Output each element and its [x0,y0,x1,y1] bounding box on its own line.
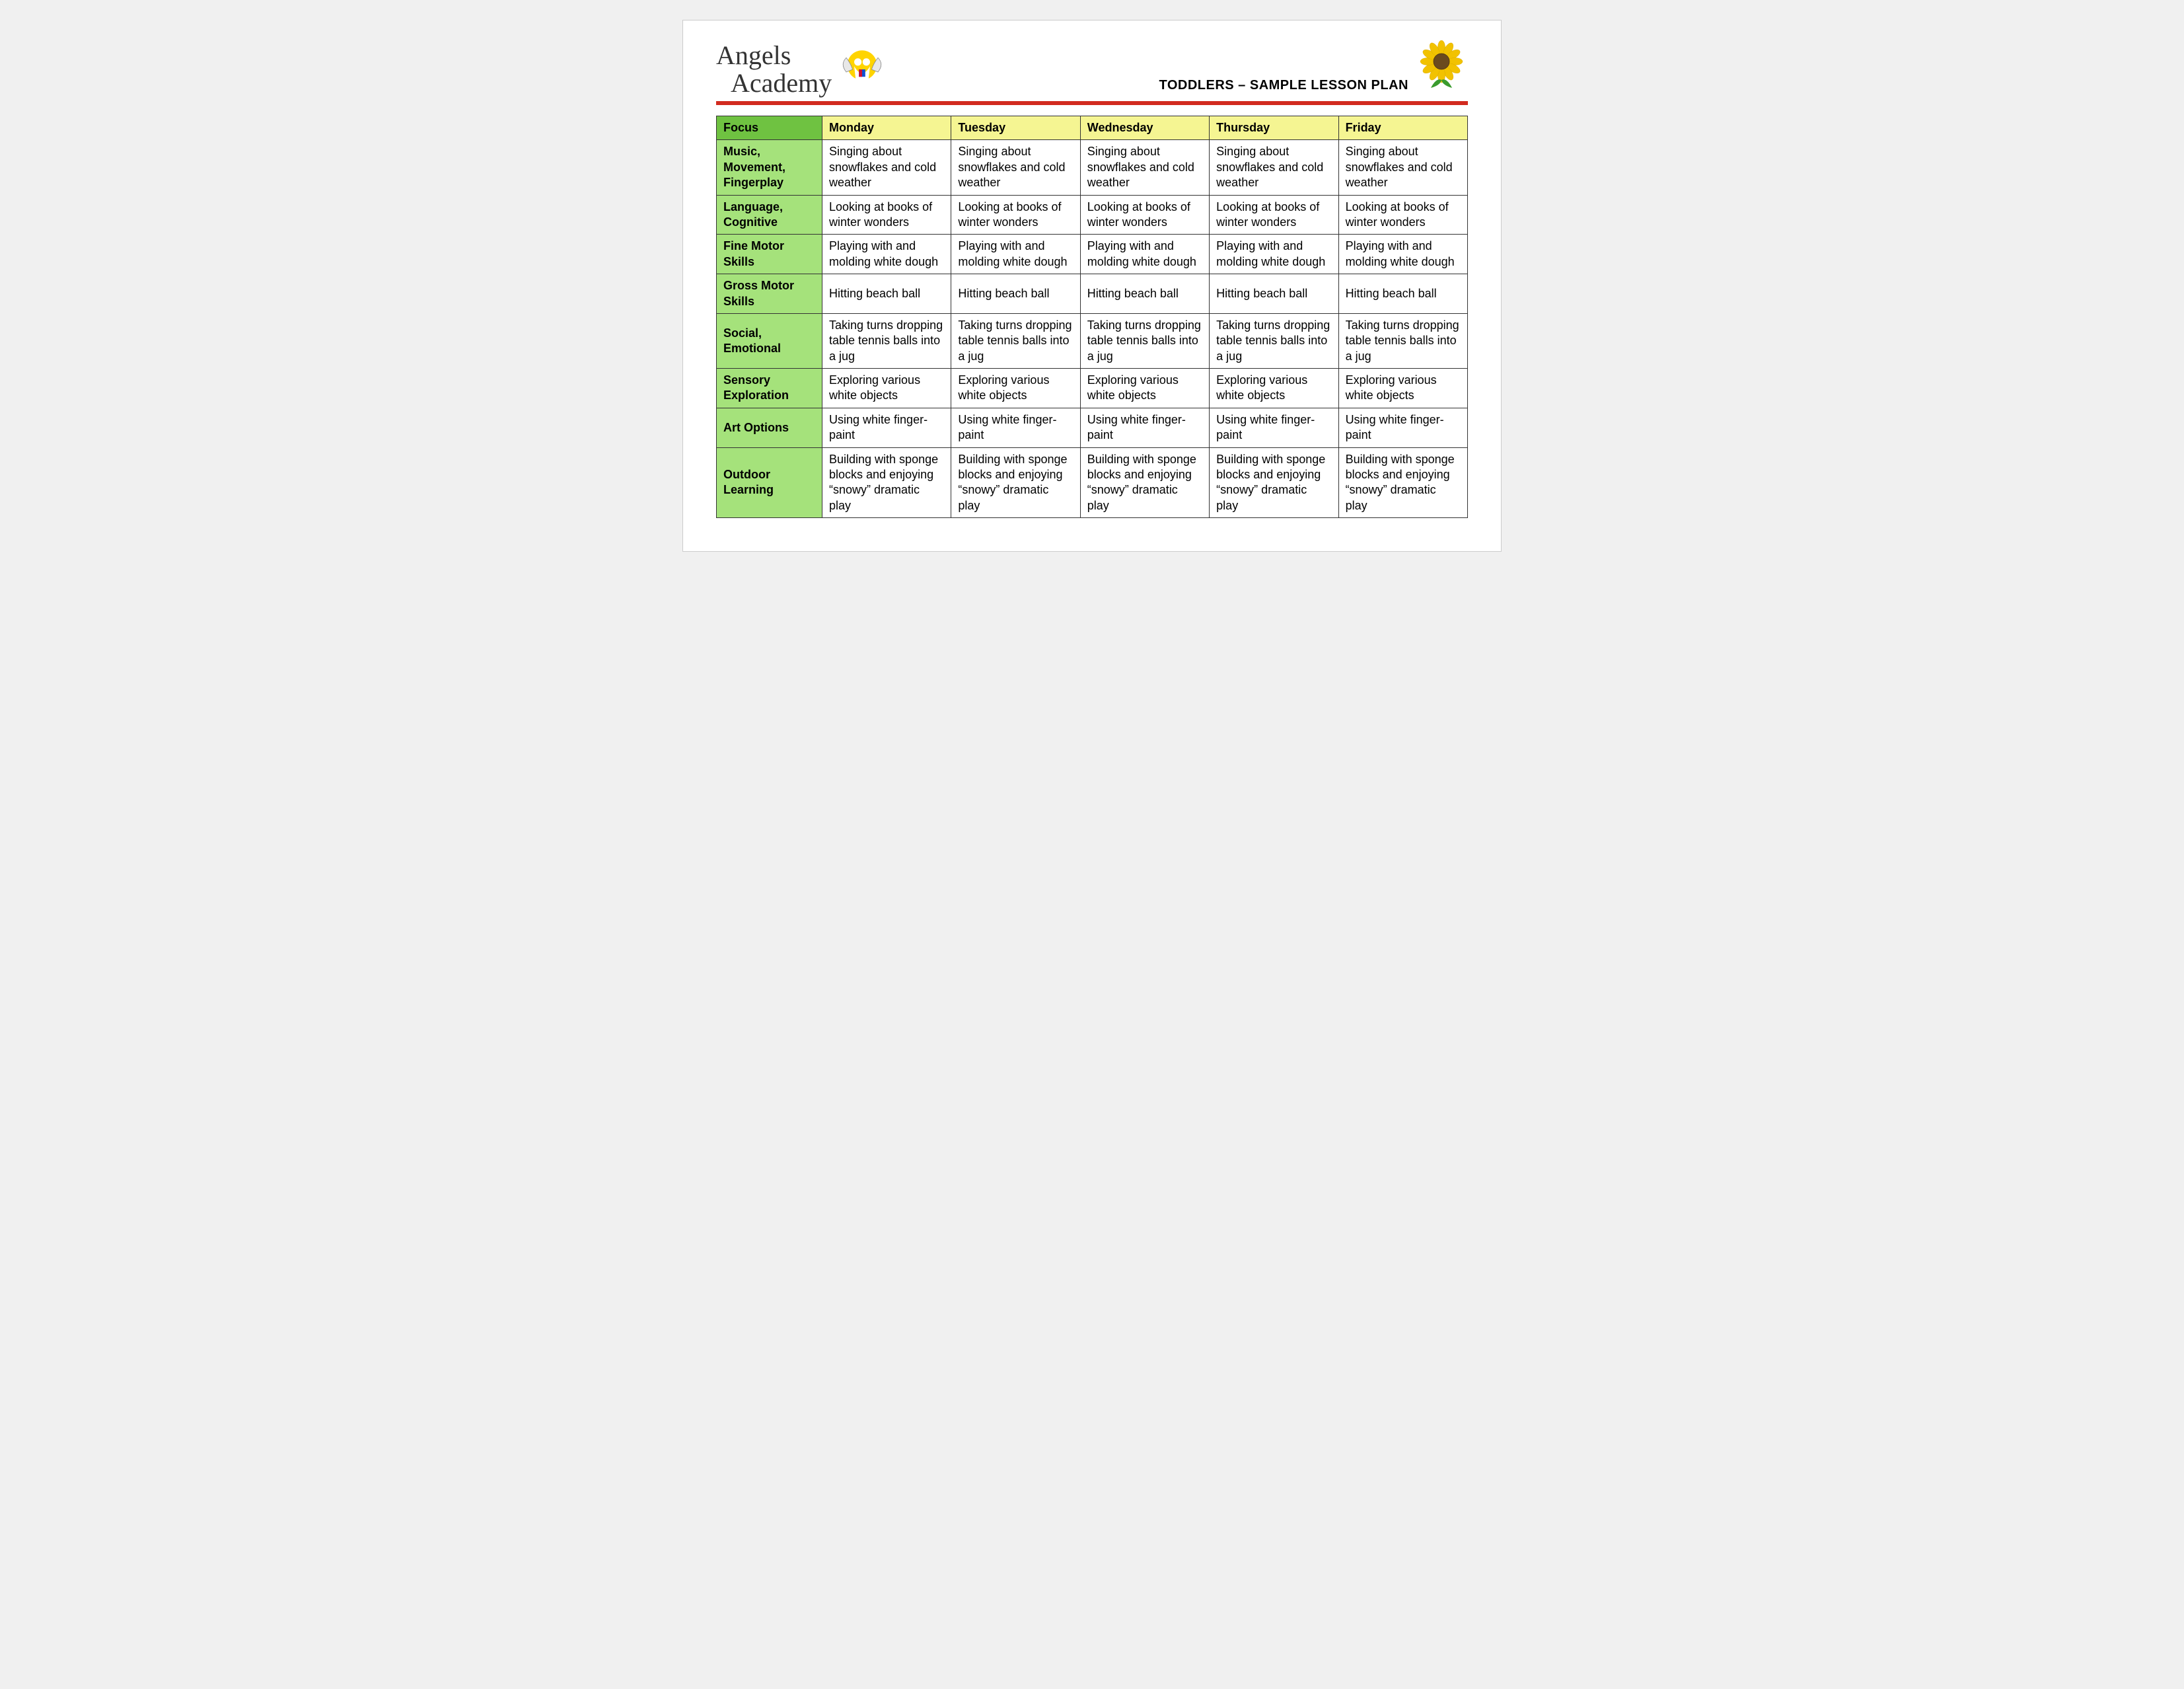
plan-cell: Building with sponge blocks and enjoying… [1080,447,1209,518]
plan-cell: Taking turns dropping table tennis balls… [1210,313,1338,368]
plan-cell: Playing with and molding white dough [951,235,1080,274]
plan-cell: Exploring various white objects [951,369,1080,408]
title-block: TODDLERS – SAMPLE LESSON PLAN [1159,40,1468,97]
plan-cell: Looking at books of winter wonders [1080,195,1209,235]
plan-cell: Using white finger-paint [1080,408,1209,447]
plan-cell: Exploring various white objects [822,369,951,408]
plan-cell: Singing about snowflakes and cold weathe… [1080,140,1209,195]
table-row: Art Options Using white finger-paint Usi… [717,408,1468,447]
plan-cell: Hitting beach ball [951,274,1080,314]
plan-cell: Building with sponge blocks and enjoying… [822,447,951,518]
plan-cell: Taking turns dropping table tennis balls… [1080,313,1209,368]
plan-cell: Singing about snowflakes and cold weathe… [951,140,1080,195]
focus-header: Focus [717,116,822,140]
plan-cell: Taking turns dropping table tennis balls… [1338,313,1467,368]
plan-cell: Looking at books of winter wonders [822,195,951,235]
table-row: Fine Motor Skills Playing with and moldi… [717,235,1468,274]
plan-cell: Singing about snowflakes and cold weathe… [822,140,951,195]
focus-cell: Art Options [717,408,822,447]
day-header-mon: Monday [822,116,951,140]
plan-cell: Using white finger-paint [1210,408,1338,447]
plan-cell: Building with sponge blocks and enjoying… [1338,447,1467,518]
plan-cell: Playing with and molding white dough [1080,235,1209,274]
plan-cell: Building with sponge blocks and enjoying… [1210,447,1338,518]
logo-block: Angels Academy [716,42,889,97]
focus-cell: Sensory Exploration [717,369,822,408]
focus-cell: Language, Cognitive [717,195,822,235]
plan-cell: Playing with and molding white dough [1338,235,1467,274]
plan-cell: Hitting beach ball [1080,274,1209,314]
page-title: TODDLERS – SAMPLE LESSON PLAN [1159,78,1408,93]
focus-cell: Social, Emotional [717,313,822,368]
day-header-thu: Thursday [1210,116,1338,140]
logo-line1: Angels [716,42,832,69]
focus-cell: Music, Movement, Fingerplay [717,140,822,195]
plan-cell: Hitting beach ball [1210,274,1338,314]
table-row: Sensory Exploration Exploring various wh… [717,369,1468,408]
plan-cell: Playing with and molding white dough [1210,235,1338,274]
focus-cell: Fine Motor Skills [717,235,822,274]
plan-cell: Taking turns dropping table tennis balls… [951,313,1080,368]
plan-cell: Playing with and molding white dough [822,235,951,274]
focus-cell: Gross Motor Skills [717,274,822,314]
table-row: Gross Motor Skills Hitting beach ball Hi… [717,274,1468,314]
plan-cell: Exploring various white objects [1338,369,1467,408]
table-row: Social, Emotional Taking turns dropping … [717,313,1468,368]
plan-cell: Exploring various white objects [1210,369,1338,408]
plan-cell: Singing about snowflakes and cold weathe… [1338,140,1467,195]
plan-cell: Hitting beach ball [1338,274,1467,314]
table-body: Music, Movement, Fingerplay Singing abou… [717,140,1468,518]
header: Angels Academy TODDLERS – SAMPLE LESSON … [716,40,1468,97]
table-row: Music, Movement, Fingerplay Singing abou… [717,140,1468,195]
plan-cell: Looking at books of winter wonders [951,195,1080,235]
lesson-plan-table: Focus Monday Tuesday Wednesday Thursday … [716,116,1468,518]
focus-cell: Outdoor Learning [717,447,822,518]
plan-cell: Using white finger-paint [951,408,1080,447]
red-rule [716,101,1468,105]
page: Angels Academy TODDLERS – SAMPLE LESSON … [682,20,1502,552]
plan-cell: Exploring various white objects [1080,369,1209,408]
logo-line2: Academy [716,69,832,97]
day-header-fri: Friday [1338,116,1467,140]
table-row: Language, Cognitive Looking at books of … [717,195,1468,235]
plan-cell: Building with sponge blocks and enjoying… [951,447,1080,518]
day-header-tue: Tuesday [951,116,1080,140]
table-row: Outdoor Learning Building with sponge bl… [717,447,1468,518]
plan-cell: Looking at books of winter wonders [1210,195,1338,235]
plan-cell: Taking turns dropping table tennis balls… [822,313,951,368]
plan-cell: Using white finger-paint [1338,408,1467,447]
angel-logo-icon [836,43,889,96]
header-row: Focus Monday Tuesday Wednesday Thursday … [717,116,1468,140]
logo-text: Angels Academy [716,42,832,97]
plan-cell: Using white finger-paint [822,408,951,447]
plan-cell: Looking at books of winter wonders [1338,195,1467,235]
sunflower-icon [1415,40,1468,93]
plan-cell: Singing about snowflakes and cold weathe… [1210,140,1338,195]
plan-cell: Hitting beach ball [822,274,951,314]
day-header-wed: Wednesday [1080,116,1209,140]
